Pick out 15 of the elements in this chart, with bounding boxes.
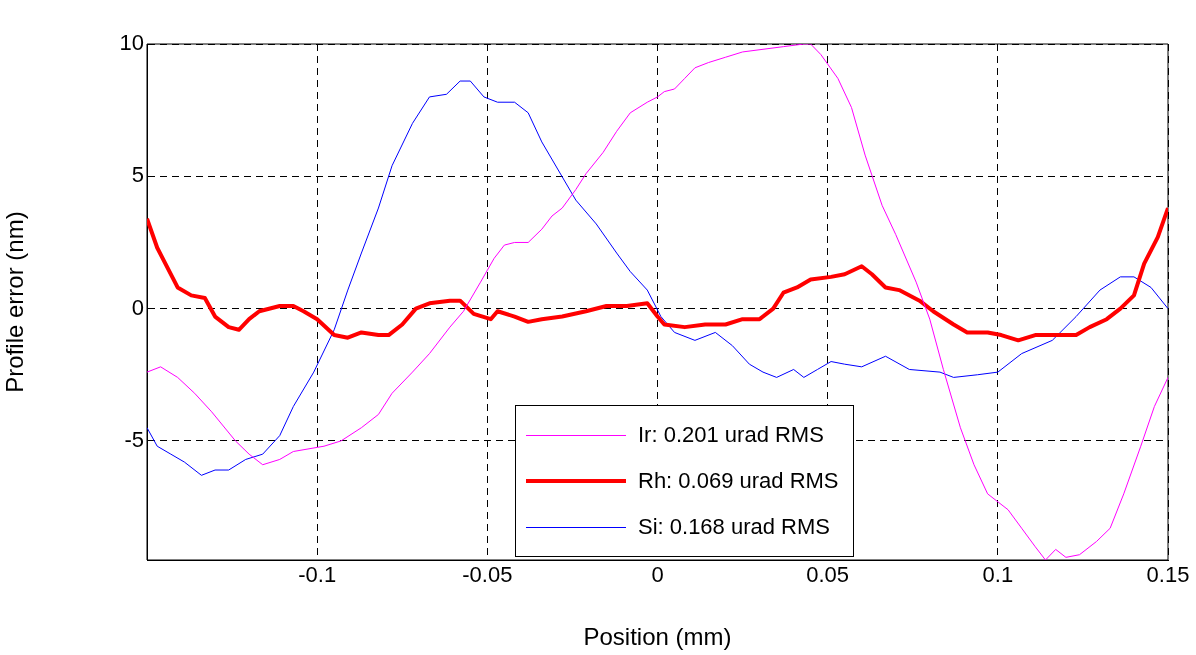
x-tick-label: 0.15 xyxy=(1146,562,1190,588)
legend-label: Rh: 0.069 urad RMS xyxy=(638,468,839,494)
y-tick-label: 10 xyxy=(119,30,144,56)
y-tick-label: 0 xyxy=(131,294,144,320)
x-tick-label: 0 xyxy=(651,562,664,588)
x-axis-title: Position (mm) xyxy=(583,623,732,651)
y-tick-label: -5 xyxy=(124,426,144,452)
legend-label: Si: 0.168 urad RMS xyxy=(638,514,830,540)
legend-label: Ir: 0.201 urad RMS xyxy=(638,422,824,448)
x-tick-label: 0.1 xyxy=(982,562,1014,588)
x-tick-label: -0.1 xyxy=(298,562,337,588)
y-tick-label: 5 xyxy=(131,162,144,188)
y-axis-title: Profile error (nm) xyxy=(1,211,29,393)
x-tick-label: 0.05 xyxy=(806,562,850,588)
x-tick-label: -0.05 xyxy=(462,562,513,588)
